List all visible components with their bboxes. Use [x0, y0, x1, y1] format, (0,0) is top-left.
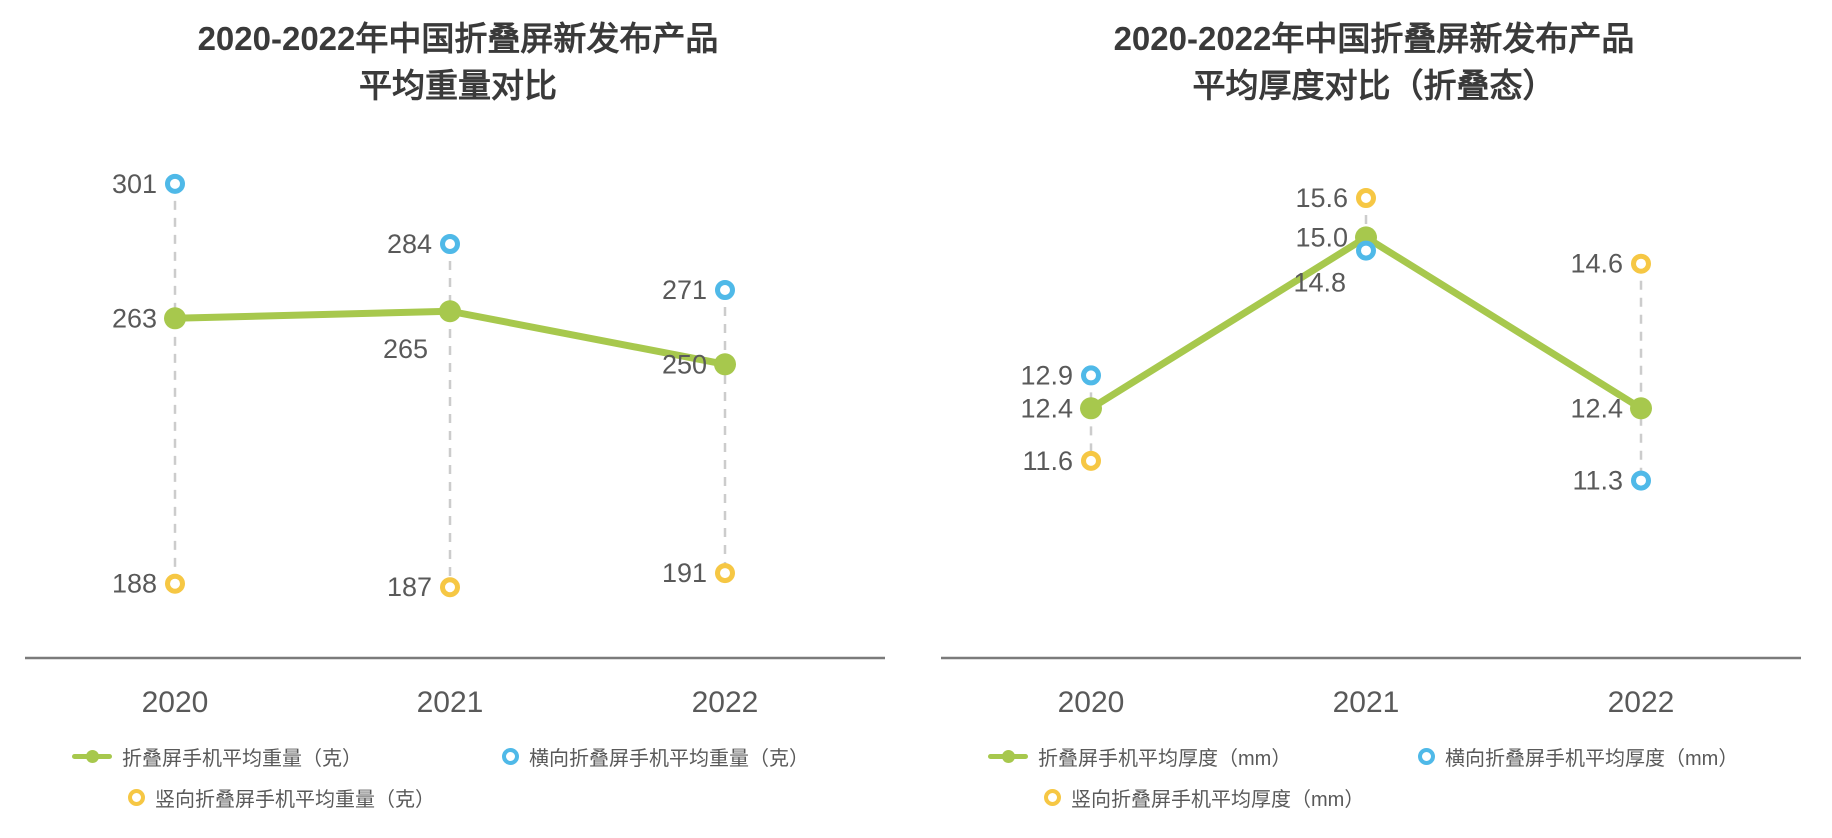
- svg-text:11.6: 11.6: [1022, 446, 1073, 476]
- legend-label-vertical-fold-weight: 竖向折叠屏手机平均重量（克）: [155, 788, 435, 811]
- svg-text:2022: 2022: [1608, 686, 1675, 719]
- thickness-chart-legend: 折叠屏手机平均厚度（mm） 横向折叠屏手机平均厚度（mm） 竖向折叠屏手机平均厚…: [988, 742, 1832, 812]
- weight-chart-title-line1: 2020-2022年中国折叠屏新发布产品: [197, 20, 719, 57]
- line-dot-legend-icon: [988, 749, 1028, 763]
- svg-text:187: 187: [387, 572, 432, 602]
- svg-text:271: 271: [662, 275, 707, 305]
- weight-chart-canvas: 263 265 250 301 284 271 188 187 191 2020 2021 2022: [25, 169, 885, 719]
- yellow-ring-legend-icon: [128, 788, 145, 806]
- svg-text:191: 191: [662, 558, 707, 588]
- svg-text:265: 265: [383, 334, 428, 364]
- svg-text:263: 263: [112, 303, 157, 333]
- thickness-chart-title-line2: 平均厚度对比（折叠态）: [1192, 66, 1556, 104]
- thickness-chart-panel: 2020-2022年中国折叠屏新发布产品 平均厚度对比（折叠态） 12.4 15.0…: [916, 0, 1832, 838]
- legend-label-horizontal-fold-thickness: 横向折叠屏手机平均厚度（mm）: [1445, 747, 1739, 770]
- yellow-ring-legend-icon: [1044, 788, 1061, 806]
- thickness-chart-title: 2020-2022年中国折叠屏新发布产品 平均厚度对比（折叠态）: [916, 16, 1832, 110]
- svg-text:15.6: 15.6: [1295, 183, 1348, 213]
- line-dot-legend-icon: [72, 749, 112, 763]
- svg-text:2020: 2020: [142, 686, 209, 719]
- svg-text:284: 284: [387, 229, 432, 259]
- weight-chart-panel: 2020-2022年中国折叠屏新发布产品 平均重量对比 263 265 250 301 2…: [0, 16, 916, 812]
- thickness-chart-title-line1: 2020-2022年中国折叠屏新发布产品: [1113, 20, 1635, 57]
- legend-label-avg-weight: 折叠屏手机平均重量（克）: [122, 747, 362, 770]
- blue-ring-legend-icon: [1418, 747, 1435, 765]
- svg-text:2020: 2020: [1058, 686, 1125, 719]
- legend-item-vertical-fold-thickness: 竖向折叠屏手机平均厚度（mm）: [1044, 783, 1418, 812]
- weight-chart-title-line2: 平均重量对比: [359, 66, 557, 104]
- legend-label-vertical-fold-thickness: 竖向折叠屏手机平均厚度（mm）: [1071, 788, 1365, 811]
- svg-text:12.9: 12.9: [1020, 360, 1073, 390]
- svg-text:188: 188: [112, 568, 157, 598]
- legend-item-avg-weight: 折叠屏手机平均重量（克）: [72, 742, 502, 771]
- svg-text:2021: 2021: [1333, 686, 1400, 719]
- svg-text:14.6: 14.6: [1570, 248, 1623, 278]
- svg-text:301: 301: [112, 169, 157, 199]
- weight-chart-legend: 折叠屏手机平均重量（克） 横向折叠屏手机平均重量（克） 竖向折叠屏手机平均重量（…: [72, 742, 916, 812]
- blue-ring-legend-icon: [502, 747, 519, 765]
- legend-item-vertical-fold-weight: 竖向折叠屏手机平均重量（克）: [128, 783, 502, 812]
- legend-item-horizontal-fold-weight: 横向折叠屏手机平均重量（克）: [502, 742, 916, 771]
- svg-text:250: 250: [662, 349, 707, 379]
- legend-label-avg-thickness: 折叠屏手机平均厚度（mm）: [1038, 747, 1292, 770]
- svg-text:12.4: 12.4: [1570, 393, 1623, 423]
- svg-text:12.4: 12.4: [1020, 393, 1073, 423]
- legend-item-avg-thickness: 折叠屏手机平均厚度（mm）: [988, 742, 1418, 771]
- legend-label-horizontal-fold-weight: 横向折叠屏手机平均重量（克）: [529, 747, 809, 770]
- legend-item-horizontal-fold-thickness: 横向折叠屏手机平均厚度（mm）: [1418, 742, 1832, 771]
- svg-text:15.0: 15.0: [1295, 222, 1348, 252]
- svg-text:2021: 2021: [417, 686, 484, 719]
- svg-text:11.3: 11.3: [1572, 465, 1623, 495]
- svg-text:2022: 2022: [692, 686, 759, 719]
- thickness-chart-canvas: 12.415.012.412.914.811.311.615.614.62020…: [941, 183, 1801, 719]
- svg-text:14.8: 14.8: [1293, 267, 1346, 297]
- weight-chart-title: 2020-2022年中国折叠屏新发布产品 平均重量对比: [0, 16, 916, 110]
